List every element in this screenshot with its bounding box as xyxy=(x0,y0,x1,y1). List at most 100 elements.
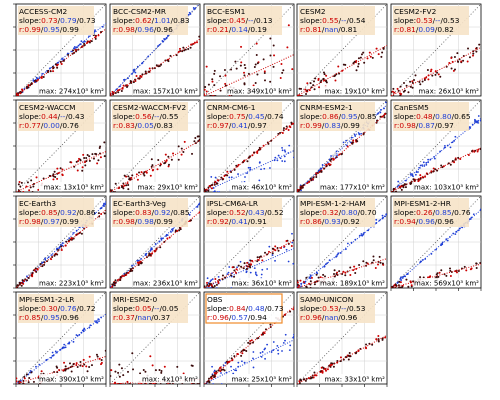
blue-point xyxy=(263,348,266,351)
red-point xyxy=(85,365,88,368)
r-sep: / xyxy=(41,121,44,130)
blue-point xyxy=(261,268,264,271)
slope-sep: / xyxy=(58,304,61,313)
red-point xyxy=(312,84,315,87)
red-point xyxy=(170,158,173,161)
red-point xyxy=(31,275,34,278)
max-label-box xyxy=(133,374,199,383)
red-point xyxy=(326,368,329,371)
red-point xyxy=(405,84,408,87)
max-label-box xyxy=(39,374,105,383)
red-point xyxy=(140,382,143,384)
blue-point xyxy=(210,279,213,282)
red-point xyxy=(305,92,308,95)
r-blue: nan xyxy=(137,313,151,322)
red-point xyxy=(98,147,101,150)
blue-point xyxy=(234,369,236,372)
blue-fit-line xyxy=(297,214,387,288)
slope-stats: slope:0.62/1.01/0.83 xyxy=(113,16,190,25)
red-point xyxy=(94,37,97,40)
one-to-one-line xyxy=(391,196,481,288)
red-point xyxy=(329,163,332,166)
red-point xyxy=(313,374,316,377)
blue-point xyxy=(94,320,96,323)
blue-point xyxy=(409,173,412,175)
r-stats: r:0.92/0.41/0.91 xyxy=(207,217,267,226)
panel-title: MRI-ESM2-0 xyxy=(113,295,157,304)
slope-blue: 0.92 xyxy=(154,208,170,217)
panel-cesm2-waccm-fv2: CESM2-WACCM-FV2slope:0.56/--/0.55r:0.83/… xyxy=(109,99,201,193)
slope-red: 0.62 xyxy=(135,16,151,25)
r-stats: r:0.98/0.97/0.99 xyxy=(19,217,79,226)
red-point xyxy=(432,167,435,170)
red-point xyxy=(305,285,308,288)
red-point xyxy=(52,178,55,181)
r-blue: nan xyxy=(324,25,338,34)
red-point xyxy=(253,151,256,154)
red-point xyxy=(131,174,134,177)
blue-point xyxy=(421,164,424,167)
slope-blue: 0.48 xyxy=(248,304,265,313)
red-point xyxy=(135,74,138,77)
blue-point xyxy=(189,13,192,15)
red-point xyxy=(297,283,299,286)
red-point xyxy=(397,287,400,288)
slope-stats: slope:0.05/--/0.05 xyxy=(113,304,179,313)
blue-point xyxy=(422,161,425,164)
max-label-box xyxy=(320,374,386,383)
red-point xyxy=(234,60,237,63)
slope-all: /0.85 xyxy=(358,112,377,121)
red-point xyxy=(196,383,199,384)
red-point xyxy=(333,272,336,275)
red-point xyxy=(65,240,68,243)
red-point xyxy=(56,167,59,170)
slope-stats: slope:0.83/0.92/0.85 xyxy=(113,208,190,217)
panel-bcc-csm2-mr: BCC-CSM2-MRslope:0.62/1.01/0.83r:0.98/0.… xyxy=(109,3,201,97)
red-point xyxy=(402,186,405,189)
red-point xyxy=(221,178,224,181)
r-red: r:0.86 xyxy=(300,217,322,226)
red-point xyxy=(297,279,299,282)
red-point xyxy=(247,341,250,344)
one-to-one-line xyxy=(204,4,294,96)
red-point xyxy=(449,269,452,272)
red-point xyxy=(20,284,23,287)
blue-point xyxy=(270,351,273,353)
red-point xyxy=(381,337,384,340)
red-point xyxy=(28,377,31,380)
scatter-marks xyxy=(297,292,387,384)
red-point xyxy=(263,79,266,82)
red-point xyxy=(191,364,194,367)
panel-cnrm-esm2-1: CNRM-ESM2-1slope:0.86/0.95/0.85r:0.99/0.… xyxy=(296,99,388,193)
red-point xyxy=(347,358,350,361)
max-label: max: 274x10³ km² xyxy=(39,88,104,96)
red-point xyxy=(436,272,439,275)
red-point xyxy=(137,383,140,384)
r-stats: r:0.81/0.09/0.82 xyxy=(394,25,454,34)
blue-point xyxy=(289,344,292,347)
red-point xyxy=(269,80,272,83)
red-point xyxy=(177,158,180,161)
red-point xyxy=(76,365,79,368)
red-point xyxy=(80,232,83,235)
panel-cesm2-fv2: CESM2-FV2slope:0.53/--/0.53r:0.81/0.09/0… xyxy=(390,3,482,97)
panel-obs: OBSslope:0.84/0.48/0.73r:0.96/0.57/0.94m… xyxy=(203,291,295,387)
red-point xyxy=(103,155,106,158)
blue-point xyxy=(227,271,230,274)
red-point xyxy=(60,249,63,252)
red-point xyxy=(414,74,417,77)
red-point xyxy=(427,78,430,81)
red-point xyxy=(88,155,91,158)
one-to-one-line xyxy=(16,292,106,384)
red-point xyxy=(207,186,210,189)
blue-point xyxy=(134,71,137,74)
blue-point xyxy=(260,356,263,358)
red-point xyxy=(352,139,355,142)
blue-point xyxy=(188,213,191,216)
red-point xyxy=(26,279,29,282)
red-fit-line xyxy=(297,334,387,384)
blue-point xyxy=(419,261,422,263)
blue-point xyxy=(212,191,215,192)
red-point xyxy=(197,140,200,143)
slope-stats: slope:0.86/0.95/0.85 xyxy=(300,112,377,121)
